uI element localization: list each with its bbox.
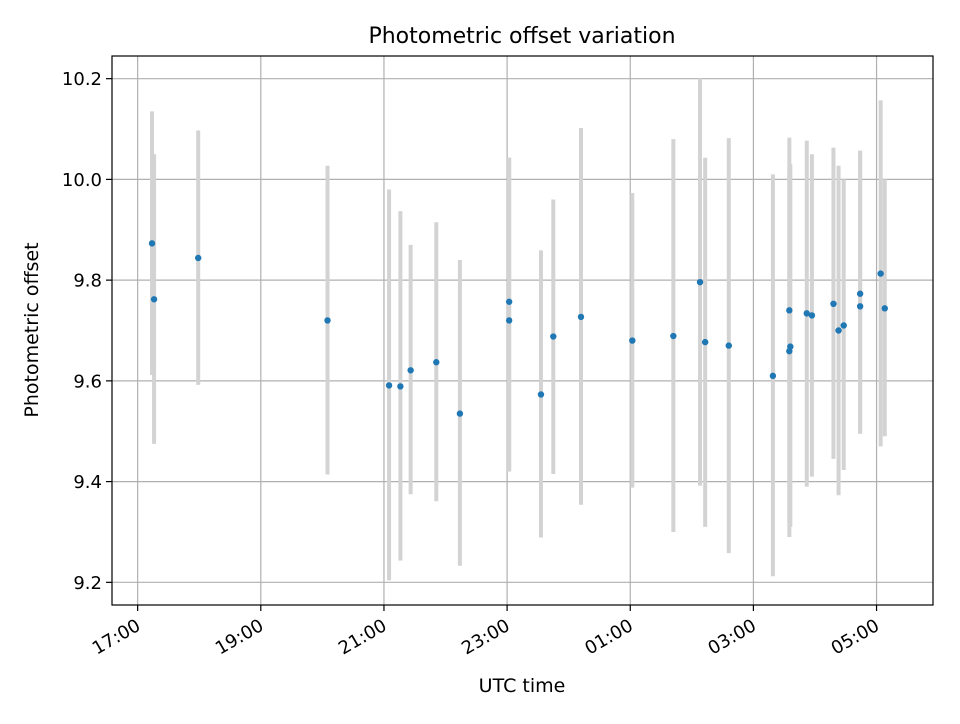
y-axis: 9.2 9.4 9.6 9.8 10.0 10.2 <box>62 69 112 594</box>
data-point <box>505 317 513 324</box>
data-points <box>148 240 888 417</box>
data-point <box>786 307 793 314</box>
data-point <box>835 327 842 334</box>
data-point <box>701 338 709 346</box>
data-point <box>725 342 732 349</box>
data-point <box>803 310 810 317</box>
data-point <box>856 290 864 297</box>
data-point <box>407 367 414 374</box>
data-point <box>397 383 404 390</box>
data-point <box>148 240 156 247</box>
data-point <box>456 410 464 417</box>
data-point <box>550 333 557 340</box>
data-point <box>505 298 513 305</box>
y-tick-label: 10.0 <box>62 170 102 191</box>
y-tick-label: 10.2 <box>62 69 102 90</box>
y-axis-label: Photometric offset <box>21 242 43 417</box>
data-point <box>150 296 158 303</box>
y-tick-label: 9.4 <box>73 472 102 493</box>
data-point <box>808 312 816 319</box>
chart-title: Photometric offset variation <box>368 24 675 49</box>
data-point <box>670 332 677 340</box>
data-point <box>856 303 864 310</box>
y-tick-label: 9.6 <box>73 371 102 392</box>
y-tick-label: 9.2 <box>73 573 102 594</box>
data-point <box>769 372 777 380</box>
data-point <box>537 391 545 398</box>
data-point <box>385 382 393 389</box>
plot-frame <box>111 55 934 606</box>
data-point <box>195 254 202 262</box>
data-point <box>830 300 837 308</box>
data-point <box>840 322 847 329</box>
data-point <box>433 359 440 366</box>
data-point <box>696 278 704 286</box>
data-point <box>787 343 794 350</box>
data-point <box>324 317 331 324</box>
data-point <box>577 313 585 321</box>
data-point <box>881 305 888 312</box>
x-axis-label: UTC time <box>479 675 566 697</box>
y-tick-label: 9.8 <box>73 271 102 292</box>
data-point <box>629 337 636 344</box>
data-point <box>877 270 884 277</box>
grid <box>112 56 933 605</box>
